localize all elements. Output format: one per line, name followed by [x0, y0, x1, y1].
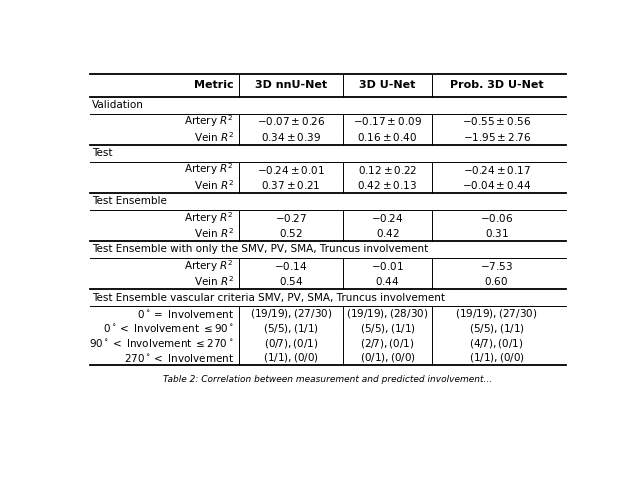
Text: $(0/1), (0/0)$: $(0/1), (0/0)$: [360, 351, 415, 364]
Text: $-1.95 \pm 2.76$: $-1.95 \pm 2.76$: [463, 131, 531, 143]
Text: Table 2: Correlation between measurement and predicted involvement...: Table 2: Correlation between measurement…: [163, 375, 493, 384]
Text: $270^\circ <$ Involvement: $270^\circ <$ Involvement: [124, 352, 234, 364]
Text: $0.60$: $0.60$: [484, 275, 509, 287]
Text: $(2/7), (0/1)$: $(2/7), (0/1)$: [360, 337, 415, 349]
Text: $(19/19), (28/30)$: $(19/19), (28/30)$: [346, 307, 429, 320]
Text: $(0/7), (0/1)$: $(0/7), (0/1)$: [264, 337, 318, 349]
Text: $-0.01$: $-0.01$: [371, 260, 404, 272]
Text: Artery $R^2$: Artery $R^2$: [184, 162, 234, 177]
Text: $(19/19), (27/30)$: $(19/19), (27/30)$: [456, 307, 538, 320]
Text: $-0.17 \pm 0.09$: $-0.17 \pm 0.09$: [353, 115, 422, 128]
Text: $-0.24 \pm 0.17$: $-0.24 \pm 0.17$: [463, 163, 531, 175]
Text: $0.12 \pm 0.22$: $0.12 \pm 0.22$: [358, 163, 417, 175]
Text: $-0.27$: $-0.27$: [275, 212, 307, 224]
Text: 3D nnU-Net: 3D nnU-Net: [255, 80, 327, 90]
Text: Artery $R^2$: Artery $R^2$: [184, 113, 234, 130]
Text: $(1/1), (0/0)$: $(1/1), (0/0)$: [468, 351, 525, 364]
Text: $0^\circ =$ Involvement: $0^\circ =$ Involvement: [137, 307, 234, 320]
Text: $(1/1), (0/0)$: $(1/1), (0/0)$: [263, 351, 319, 364]
Text: $90^\circ <$ Involvement $\leq 270^\circ$: $90^\circ <$ Involvement $\leq 270^\circ…: [90, 337, 234, 349]
Text: $0^\circ <$ Involvement $\leq 90^\circ$: $0^\circ <$ Involvement $\leq 90^\circ$: [102, 322, 234, 334]
Text: $-0.14$: $-0.14$: [274, 260, 307, 272]
Text: Prob. 3D U-Net: Prob. 3D U-Net: [450, 80, 543, 90]
Text: $-0.24 \pm 0.01$: $-0.24 \pm 0.01$: [257, 163, 325, 175]
Text: Vein $R^2$: Vein $R^2$: [194, 226, 234, 240]
Text: Test Ensemble: Test Ensemble: [92, 197, 167, 206]
Text: 3D U-Net: 3D U-Net: [359, 80, 416, 90]
Text: Metric: Metric: [194, 80, 234, 90]
Text: $0.34 \pm 0.39$: $0.34 \pm 0.39$: [260, 131, 321, 143]
Text: $0.52$: $0.52$: [279, 227, 303, 239]
Text: Vein $R^2$: Vein $R^2$: [194, 178, 234, 192]
Text: Artery $R^2$: Artery $R^2$: [184, 210, 234, 226]
Text: Vein $R^2$: Vein $R^2$: [194, 274, 234, 288]
Text: $0.37 \pm 0.21$: $0.37 \pm 0.21$: [261, 179, 321, 191]
Text: Test: Test: [92, 148, 113, 158]
Text: $0.54$: $0.54$: [278, 275, 303, 287]
Text: $-0.06$: $-0.06$: [480, 212, 513, 224]
Text: $(5/5), (1/1)$: $(5/5), (1/1)$: [468, 322, 525, 335]
Text: $(5/5), (1/1)$: $(5/5), (1/1)$: [360, 322, 415, 335]
Text: Test Ensemble vascular criteria SMV, PV, SMA, Truncus involvement: Test Ensemble vascular criteria SMV, PV,…: [92, 293, 445, 302]
Text: $0.31$: $0.31$: [484, 227, 509, 239]
Text: $-0.04 \pm 0.44$: $-0.04 \pm 0.44$: [462, 179, 531, 191]
Text: $-7.53$: $-7.53$: [480, 260, 513, 272]
Text: $-0.07 \pm 0.26$: $-0.07 \pm 0.26$: [257, 115, 325, 128]
Text: $(4/7), (0/1)$: $(4/7), (0/1)$: [469, 337, 524, 349]
Text: Vein $R^2$: Vein $R^2$: [194, 130, 234, 144]
Text: $0.42$: $0.42$: [376, 227, 399, 239]
Text: Validation: Validation: [92, 100, 144, 110]
Text: $(5/5), (1/1)$: $(5/5), (1/1)$: [263, 322, 319, 335]
Text: $0.44$: $0.44$: [375, 275, 400, 287]
Text: $-0.24$: $-0.24$: [371, 212, 404, 224]
Text: $0.42 \pm 0.13$: $0.42 \pm 0.13$: [358, 179, 417, 191]
Text: $(19/19), (27/30)$: $(19/19), (27/30)$: [250, 307, 332, 320]
Text: $-0.55 \pm 0.56$: $-0.55 \pm 0.56$: [462, 115, 531, 128]
Text: Artery $R^2$: Artery $R^2$: [184, 258, 234, 274]
Text: Test Ensemble with only the SMV, PV, SMA, Truncus involvement: Test Ensemble with only the SMV, PV, SMA…: [92, 244, 429, 255]
Text: $0.16 \pm 0.40$: $0.16 \pm 0.40$: [357, 131, 418, 143]
